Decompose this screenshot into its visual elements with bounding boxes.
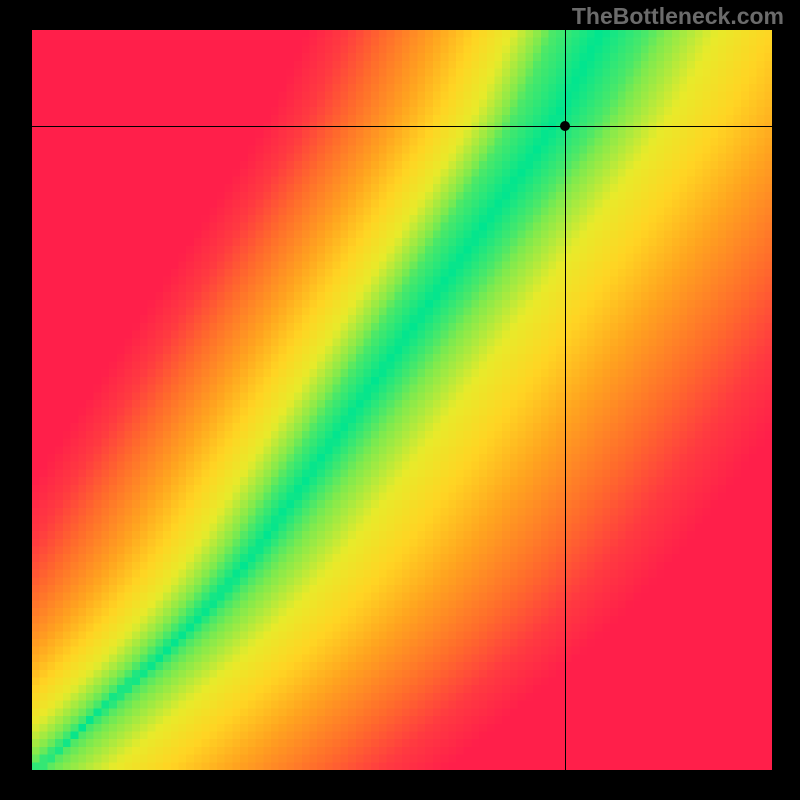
source-watermark: TheBottleneck.com [572, 3, 784, 30]
crosshair-marker-dot [560, 121, 570, 131]
crosshair-horizontal-line [32, 126, 772, 127]
bottleneck-heatmap [32, 30, 772, 770]
crosshair-vertical-line [565, 30, 566, 770]
